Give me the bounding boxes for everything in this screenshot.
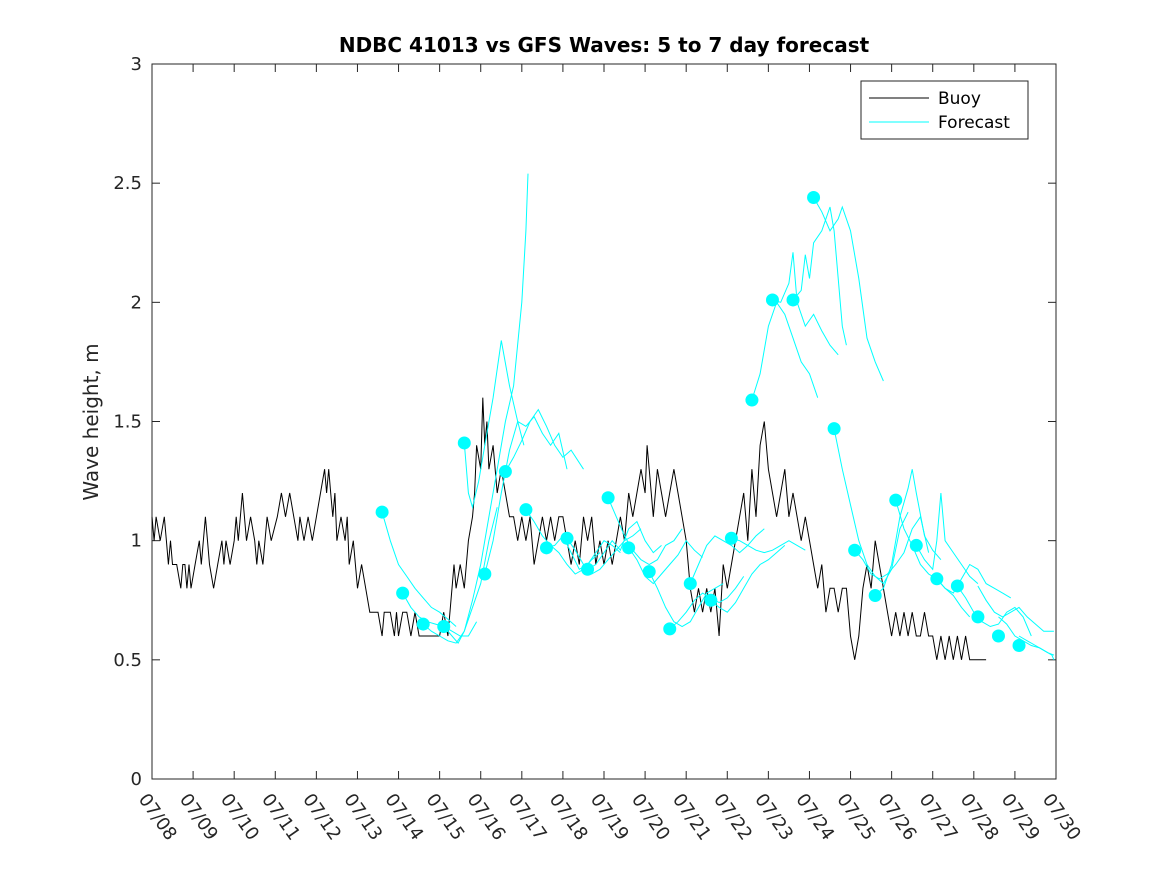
- forecast-marker: [581, 562, 595, 576]
- forecast-marker: [765, 293, 779, 307]
- y-tick-label: 1.5: [113, 412, 142, 433]
- forecast-marker: [724, 531, 738, 545]
- forecast-series-line: [648, 571, 724, 628]
- forecast-marker: [560, 531, 574, 545]
- forecast-series-line: [381, 511, 457, 627]
- forecast-series-line: [915, 492, 979, 584]
- legend-forecast-label: Forecast: [938, 113, 1010, 133]
- forecast-marker: [971, 610, 985, 624]
- forecast-series-line: [463, 340, 525, 510]
- forecast-marker: [848, 543, 862, 557]
- y-tick-label: 2.5: [113, 173, 142, 194]
- forecast-marker: [868, 588, 882, 602]
- forecast-marker: [889, 493, 903, 507]
- buoy-series-line: [151, 397, 987, 661]
- forecast-marker: [663, 622, 677, 636]
- forecast-series-line: [731, 537, 806, 554]
- forecast-marker: [437, 619, 451, 633]
- y-axis-label: Wave height, m: [79, 343, 103, 500]
- series-layer: [151, 173, 1055, 661]
- forecast-series-line: [792, 206, 847, 346]
- forecast-series-line: [628, 539, 703, 585]
- forecast-marker: [909, 538, 923, 552]
- forecast-marker: [498, 465, 512, 479]
- forecast-marker: [991, 629, 1005, 643]
- forecast-marker: [622, 541, 636, 555]
- forecast-series-line: [566, 528, 642, 575]
- forecast-marker: [683, 577, 697, 591]
- forecast-marker: [478, 567, 492, 581]
- forecast-marker: [807, 190, 821, 204]
- forecast-series-line: [977, 585, 1054, 632]
- forecast-marker: [396, 586, 410, 600]
- y-axis: 0 0.5 1 1.5 2 2.5 3: [113, 54, 1056, 790]
- forecast-series-line: [1018, 635, 1055, 660]
- legend: Buoy Forecast: [860, 80, 1029, 140]
- forecast-marker: [1012, 639, 1026, 653]
- forecast-marker: [950, 579, 964, 593]
- legend-buoy-label: Buoy: [938, 89, 981, 109]
- forecast-series-line: [710, 545, 786, 613]
- forecast-marker: [704, 593, 718, 607]
- forecast-series-line: [422, 507, 498, 644]
- y-tick-label: 2: [131, 292, 142, 313]
- y-tick-label: 0.5: [113, 650, 142, 671]
- forecast-marker: [642, 565, 656, 579]
- forecast-marker: [601, 491, 615, 505]
- plot-area: [151, 63, 1057, 780]
- forecast-marker: [539, 541, 553, 555]
- forecast-series-line: [854, 515, 930, 580]
- forecast-series-line: [587, 520, 662, 570]
- forecast-series-line: [443, 173, 529, 644]
- y-tick-label: 0: [131, 769, 142, 790]
- forecast-marker: [416, 617, 430, 631]
- forecast-marker: [519, 503, 533, 517]
- forecast-marker: [930, 572, 944, 586]
- forecast-series-line: [956, 585, 1032, 637]
- forecast-marker: [786, 293, 800, 307]
- forecast-series-line: [772, 252, 839, 356]
- forecast-marker: [827, 422, 841, 436]
- forecast-series-line: [833, 428, 909, 585]
- forecast-marker: [375, 505, 389, 519]
- forecast-series-line: [751, 301, 819, 401]
- forecast-marker: [745, 393, 759, 407]
- y-tick-label: 1: [131, 531, 142, 552]
- chart-title: NDBC 41013 vs GFS Waves: 5 to 7 day fore…: [339, 33, 870, 57]
- forecast-series-line: [874, 469, 942, 596]
- forecast-series-line: [504, 408, 584, 472]
- y-tick-label: 3: [131, 54, 142, 75]
- forecast-marker: [457, 436, 471, 450]
- legend-box: [860, 80, 1029, 140]
- forecast-series-line: [813, 197, 884, 382]
- forecast-series-line: [607, 497, 683, 566]
- forecast-series-line: [936, 563, 1012, 599]
